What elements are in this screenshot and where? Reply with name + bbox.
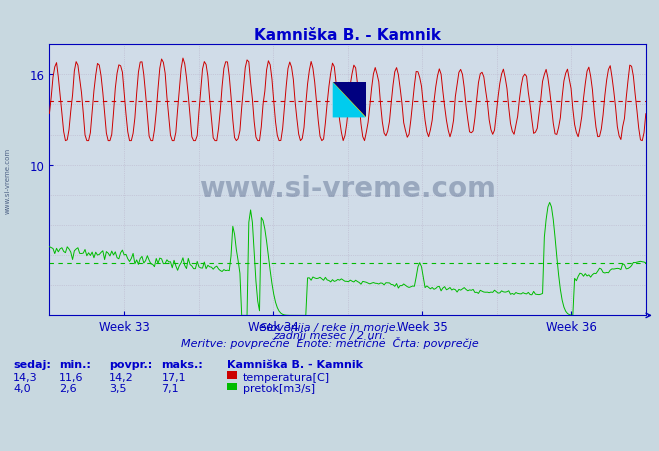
Text: pretok[m3/s]: pretok[m3/s] — [243, 383, 314, 393]
Text: 7,1: 7,1 — [161, 383, 179, 393]
Text: www.si-vreme.com: www.si-vreme.com — [199, 175, 496, 202]
Polygon shape — [333, 83, 366, 118]
Text: 3,5: 3,5 — [109, 383, 127, 393]
Text: 17,1: 17,1 — [161, 372, 186, 382]
Text: 11,6: 11,6 — [59, 372, 84, 382]
Text: temperatura[C]: temperatura[C] — [243, 372, 330, 382]
Text: min.:: min.: — [59, 359, 91, 369]
Text: sedaj:: sedaj: — [13, 359, 51, 369]
Text: www.si-vreme.com: www.si-vreme.com — [5, 147, 11, 213]
Text: Kamniška B. - Kamnik: Kamniška B. - Kamnik — [227, 359, 363, 369]
FancyBboxPatch shape — [333, 83, 366, 118]
Title: Kamniška B. - Kamnik: Kamniška B. - Kamnik — [254, 28, 441, 42]
Text: povpr.:: povpr.: — [109, 359, 152, 369]
Text: 14,3: 14,3 — [13, 372, 38, 382]
Text: 14,2: 14,2 — [109, 372, 134, 382]
Text: 4,0: 4,0 — [13, 383, 31, 393]
Text: 2,6: 2,6 — [59, 383, 77, 393]
Text: zadnji mesec / 2 uri.: zadnji mesec / 2 uri. — [273, 330, 386, 340]
Polygon shape — [333, 83, 366, 118]
Text: Meritve: povprečne  Enote: metrične  Črta: povprečje: Meritve: povprečne Enote: metrične Črta:… — [181, 336, 478, 348]
Text: maks.:: maks.: — [161, 359, 203, 369]
Text: Slovenija / reke in morje.: Slovenija / reke in morje. — [260, 322, 399, 332]
